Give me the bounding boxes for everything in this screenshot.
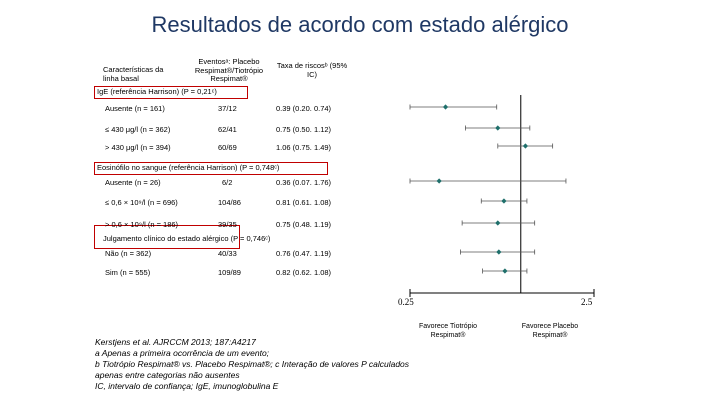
favors-tiotropium: Favorece Tiotrópio Respimat® [419, 323, 477, 339]
row-events: 40/33 [218, 249, 237, 258]
section-box-eosinophil [94, 162, 328, 175]
row-hr: 0.76 (0.47. 1.19) [276, 249, 332, 258]
header-rate: Taxa de riscosᵇ (95% IC) [276, 61, 348, 79]
row-hr: 1.06 (0.75. 1.49) [276, 143, 332, 152]
row-label: ≤ 0,6 × 10⁹/l (n = 696) [105, 198, 178, 207]
section-box-clinical [94, 225, 240, 249]
row-hr: 0.75 (0.50. 1.12) [276, 125, 332, 134]
point-estimate [522, 143, 529, 149]
axis-max-label: 2.5 [581, 297, 593, 307]
footnote-reference: Kerstjens et al. AJRCCM 2013; 187:A4217 [95, 337, 256, 347]
row-label: Não (n = 362) [105, 249, 152, 258]
row-events: 62/41 [218, 125, 237, 134]
row-events: 60/69 [218, 143, 237, 152]
row-label: Ausente (n = 26) [105, 178, 161, 187]
row-hr: 0.39 (0.20. 0.74) [276, 104, 332, 113]
row-label: Ausente (n = 161) [105, 104, 165, 113]
row-hr: 0.82 (0.62. 1.08) [276, 268, 332, 277]
section-clinical: Julgamento clínico do estado alérgico (P… [103, 234, 271, 243]
section-ige: IgE (referência Harrison) (P = 0,21ᶜ) [97, 87, 217, 96]
row-events: 39/35 [218, 220, 237, 229]
row-events: 104/86 [218, 198, 241, 207]
row-events: 6/2 [222, 178, 233, 187]
row-hr: 0.36 (0.07. 1.76) [276, 178, 332, 187]
row-events: 109/89 [218, 268, 241, 277]
page-title: Resultados de acordo com estado alérgico [151, 12, 569, 37]
footnote-c: apenas entre categorias não ausentes [95, 370, 240, 380]
point-estimate [495, 220, 501, 226]
header-events: Eventosᵃ: Placebo Respimat®/Tiotrópio Re… [194, 57, 264, 83]
row-events: 37/12 [218, 104, 237, 113]
footnote-a: a Apenas a primeira ocorrência de um eve… [95, 348, 270, 358]
point-estimate [496, 249, 502, 255]
point-estimate [502, 268, 508, 274]
favors-placebo: Favorece Placebo Respimat® [521, 323, 579, 339]
section-box-ige [94, 86, 248, 99]
point-estimate [442, 104, 449, 110]
header-characteristics: Características da linha basal [103, 65, 164, 83]
row-hr: 0.75 (0.48. 1.19) [276, 220, 332, 229]
row-label: > 430 μg/l (n = 394) [105, 143, 171, 152]
point-estimate [436, 178, 442, 184]
footnote-b: b Tiotrópio Respimat® vs. Placebo Respim… [95, 359, 410, 369]
row-label: ≤ 430 μg/l (n = 362) [105, 125, 171, 134]
row-label: Sim (n = 555) [105, 268, 151, 277]
row-label: > 0,6 × 10⁹/l (n = 186) [105, 220, 179, 229]
point-estimate [501, 198, 507, 204]
point-estimate [495, 125, 501, 131]
footnote-abbrev: IC, intervalo de confiança; IgE, imunogl… [95, 381, 279, 391]
row-hr: 0.81 (0.61. 1.08) [276, 198, 332, 207]
axis-min-label: 0.25 [398, 297, 414, 307]
section-eosinophil: Eosinófilo no sangue (referência Harriso… [97, 163, 280, 172]
